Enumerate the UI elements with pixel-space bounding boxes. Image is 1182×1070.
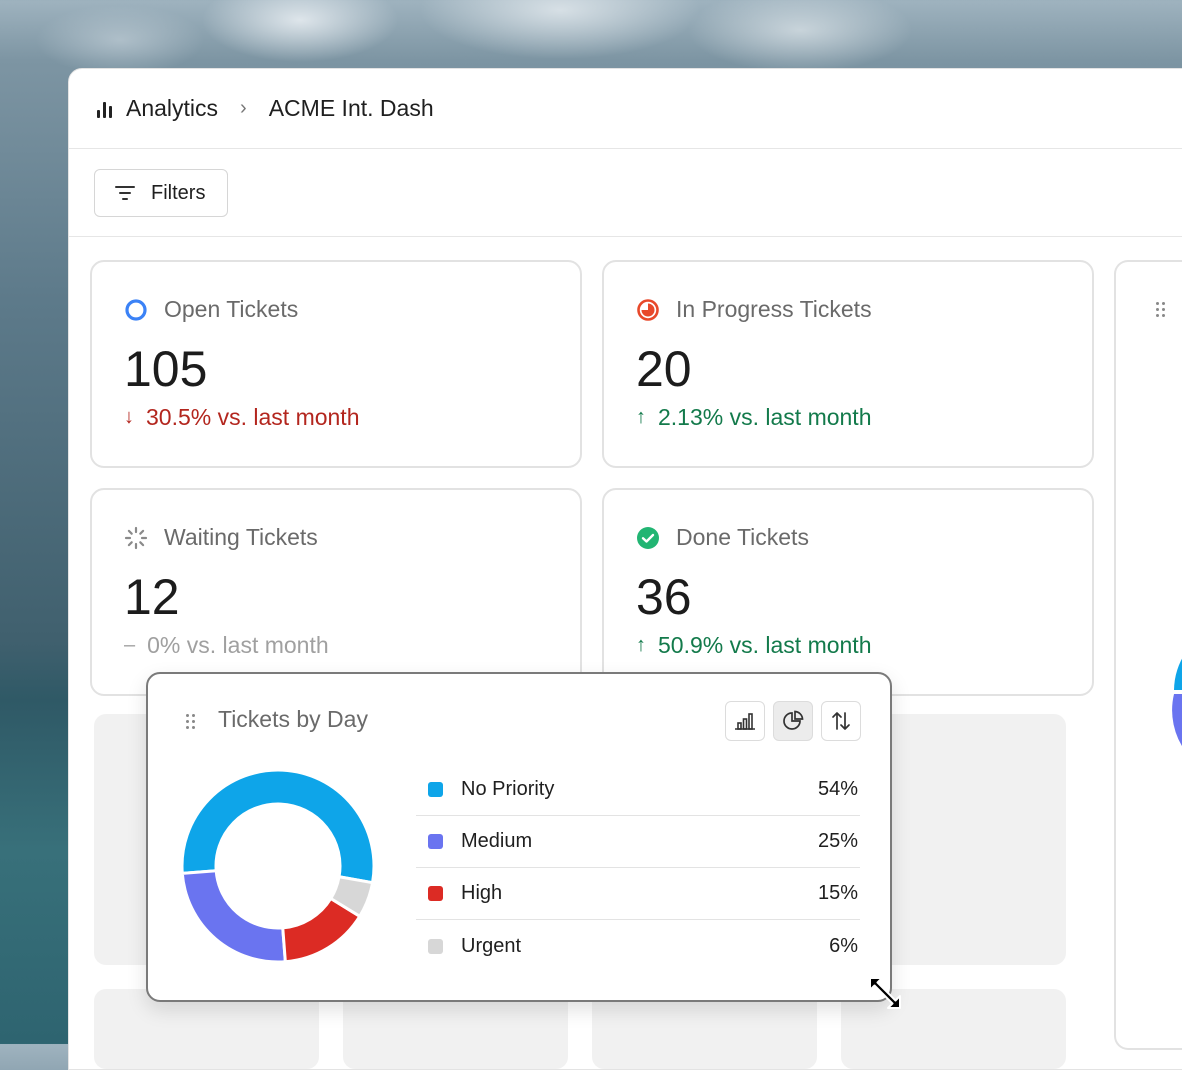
donut-slice-medium[interactable] (180, 869, 287, 964)
stat-card-done[interactable]: Done Tickets 36 ↑ 50.9% vs. last month (602, 488, 1094, 696)
card-delta: 2.13% vs. last month (658, 404, 872, 430)
card-delta: 50.9% vs. last month (658, 632, 872, 658)
donut-slice-urgent[interactable] (328, 875, 375, 919)
card-value: 105 (124, 341, 208, 397)
card-title: In Progress Tickets (676, 296, 872, 322)
card-value: 36 (636, 569, 692, 625)
legend-value: 6% (829, 934, 858, 957)
legend-swatch (428, 938, 443, 954)
check-circle-icon (636, 526, 660, 550)
arrow-down-icon: ↓ (124, 406, 134, 428)
filters-button[interactable]: Filters (94, 169, 228, 217)
legend-swatch (428, 834, 443, 849)
card-title: Waiting Tickets (164, 524, 318, 550)
pie-chart-button[interactable] (773, 701, 813, 741)
legend-label: High (461, 882, 503, 904)
chevron-right-icon: › (240, 97, 247, 119)
sort-button[interactable] (821, 701, 861, 741)
stat-card-waiting[interactable]: Waiting Tickets 12 – 0% vs. last month (90, 488, 582, 696)
breadcrumb-current: ACME Int. Dash (268, 95, 434, 121)
loading-spinner-icon (124, 526, 148, 550)
legend-label: No Priority (461, 778, 555, 800)
arrow-up-icon: ↑ (636, 634, 646, 656)
resize-cursor-icon (869, 977, 901, 1009)
in-progress-icon (636, 298, 660, 322)
donut-chart (180, 768, 376, 964)
legend-value: 15% (817, 882, 858, 904)
dash-icon: – (124, 634, 136, 656)
stat-card-in-progress[interactable]: In Progress Tickets 20 ↑ 2.13% vs. last … (602, 260, 1094, 468)
card-value: 12 (124, 569, 180, 625)
widget-title: Tickets by Day (218, 706, 368, 732)
bar-chart-icon (97, 100, 112, 118)
breadcrumb: Analytics › ACME Int. Dash (69, 69, 1182, 149)
card-title: Done Tickets (676, 524, 809, 550)
pie-chart-icon (783, 710, 804, 730)
stat-card-open[interactable]: Open Tickets 105 ↓ 30.5% vs. last month (90, 260, 582, 468)
legend-item[interactable]: Urgent 6% (416, 920, 860, 972)
legend-value: 54% (817, 778, 858, 800)
chart-legend: No Priority 54% Medium 25% High 15% Urge… (416, 764, 860, 972)
donut-chart-fragment (1172, 658, 1182, 746)
drag-handle-icon[interactable] (186, 714, 196, 730)
card-delta: 0% vs. last month (147, 632, 329, 658)
toolbar: Filters (69, 149, 1182, 237)
drag-handle-icon[interactable] (1156, 302, 1166, 318)
side-widget-card[interactable] (1114, 260, 1182, 1050)
legend-item[interactable]: Medium 25% (416, 816, 860, 868)
filter-icon (115, 185, 135, 201)
filters-label: Filters (151, 181, 206, 204)
donut-slice-no-priority[interactable] (180, 768, 376, 885)
breadcrumb-root[interactable]: Analytics (126, 95, 219, 121)
legend-item[interactable]: High 15% (416, 868, 860, 920)
card-delta: 30.5% vs. last month (146, 404, 360, 430)
open-circle-icon (124, 298, 148, 322)
tickets-by-day-widget[interactable]: Tickets by Day No Priority 54% Medium 25… (146, 672, 892, 1002)
card-value: 20 (636, 341, 692, 397)
legend-value: 25% (817, 830, 858, 852)
bar-chart-button[interactable] (725, 701, 765, 741)
arrow-up-icon: ↑ (636, 406, 646, 428)
legend-swatch (428, 782, 443, 797)
legend-item[interactable]: No Priority 54% (416, 764, 860, 816)
legend-swatch (428, 886, 443, 901)
legend-label: Urgent (461, 934, 522, 957)
legend-label: Medium (461, 830, 533, 852)
sort-icon (832, 712, 850, 730)
card-title: Open Tickets (164, 296, 299, 322)
bar-chart-icon (735, 713, 755, 730)
